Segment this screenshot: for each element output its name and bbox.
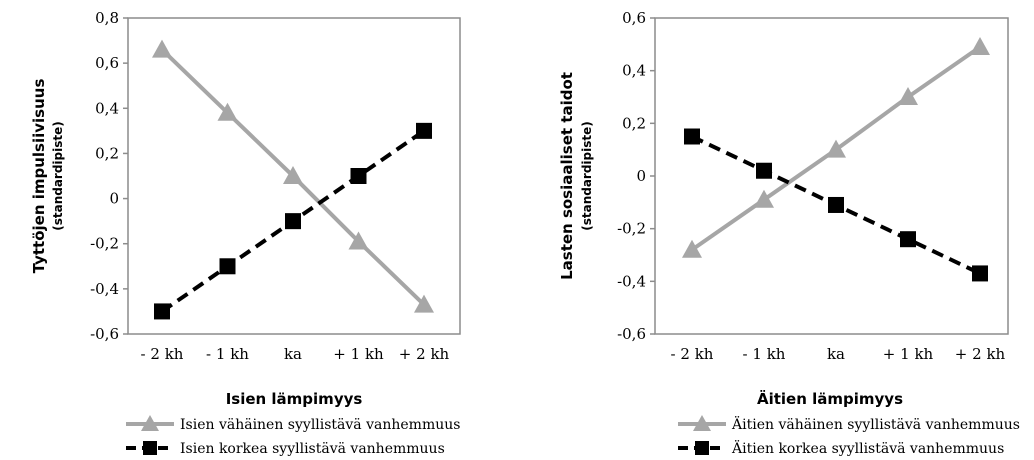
y-tick-label: -0,4 xyxy=(90,280,119,298)
y-axis-subtitle: (standardipiste) xyxy=(580,121,594,231)
legend-label: Äitien korkea syyllistävä vanhemmuus xyxy=(731,439,1004,457)
y-tick-label: 0 xyxy=(636,167,646,185)
x-axis-title: Isien lämpimyys xyxy=(226,390,363,408)
data-point-triangle xyxy=(152,39,172,58)
data-point-triangle xyxy=(682,239,702,258)
y-tick-label: 0 xyxy=(109,190,119,208)
chart-1: -0,6 -0,4 -0,2 0 0,2 0,4 0,6 0,8 - 2 kh - 1 kh ka +… xyxy=(30,9,461,457)
legend-label: Isien vähäinen syyllistävä vanhemmuus xyxy=(180,417,460,433)
data-point-square xyxy=(219,258,236,275)
chart-2: -0,6 -0,4 -0,2 0 0,2 0,4 0,6 - 2 kh - 1 kh ka + 1 … xyxy=(558,9,1020,457)
data-point-square xyxy=(828,196,844,213)
y-tick-label: -0,2 xyxy=(617,220,646,238)
legend-marker-square xyxy=(695,441,709,455)
data-point-square xyxy=(154,303,170,320)
y-tick-label: -0,4 xyxy=(617,272,646,290)
data-point-square xyxy=(416,122,432,139)
x-tick-label: ka xyxy=(284,345,302,363)
y-axis-subtitle: (standardipiste) xyxy=(51,121,65,231)
data-point-triangle xyxy=(754,189,774,208)
x-tick-label: + 1 kh xyxy=(333,345,384,363)
x-tick-label: - 2 kh xyxy=(671,345,714,363)
y-tick-label: 0,6 xyxy=(95,54,119,72)
data-point-square xyxy=(972,265,988,282)
x-tick-label: - 1 kh xyxy=(743,345,786,363)
data-point-triangle xyxy=(283,166,303,184)
data-point-triangle xyxy=(970,36,990,55)
legend-marker-square xyxy=(143,441,157,455)
legend-label: Isien korkea syyllistävä vanhemmuus xyxy=(180,441,445,457)
y-tick-label: -0,2 xyxy=(90,235,119,253)
data-point-triangle xyxy=(348,231,369,250)
y-tick-label: 0,2 xyxy=(95,144,119,162)
legend-marker-triangle xyxy=(141,415,159,431)
y-tick-label: -0,6 xyxy=(617,325,646,343)
data-point-square xyxy=(756,162,772,179)
y-tick-label: 0,8 xyxy=(95,9,119,27)
data-point-triangle xyxy=(414,294,434,313)
legend-marker-triangle xyxy=(693,415,711,431)
y-tick-label: -0,6 xyxy=(90,325,119,343)
data-point-square xyxy=(285,213,301,230)
y-axis-title: Lasten sosiaaliset taidot xyxy=(558,72,576,280)
x-tick-label: + 2 kh xyxy=(955,345,1006,363)
x-axis-title: Äitien lämpimyys xyxy=(757,389,903,408)
data-point-triangle xyxy=(826,139,846,158)
data-point-triangle xyxy=(217,102,238,121)
x-tick-label: + 1 kh xyxy=(883,345,934,363)
legend-label: Äitien vähäinen syyllistävä vanhemmuus xyxy=(731,415,1020,433)
y-tick-label: 0,4 xyxy=(622,62,646,80)
x-tick-label: - 1 kh xyxy=(206,345,249,363)
y-tick-label: 0,4 xyxy=(95,99,119,117)
x-tick-label: ka xyxy=(827,345,845,363)
plot-frame xyxy=(127,17,461,335)
x-tick-label: + 2 kh xyxy=(399,345,450,363)
data-point-square xyxy=(350,168,367,184)
y-tick-label: 0,2 xyxy=(622,114,646,132)
y-tick-label: 0,6 xyxy=(622,9,646,27)
y-axis-title: Tyttöjen impulsiivisuus xyxy=(30,79,48,274)
data-point-triangle xyxy=(898,87,918,105)
data-point-square xyxy=(684,128,700,145)
data-point-square xyxy=(900,231,916,248)
x-tick-label: - 2 kh xyxy=(141,345,184,363)
